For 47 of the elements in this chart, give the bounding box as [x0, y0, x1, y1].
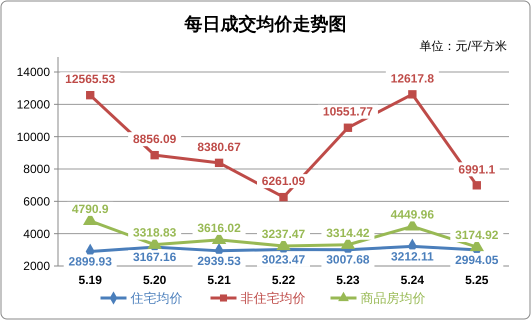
data-label: 8856.09: [132, 132, 177, 146]
x-tick-label: 5.19: [78, 273, 102, 287]
chart-title: 每日成交均价走势图: [184, 14, 346, 34]
x-tick-label: 5.21: [207, 273, 232, 287]
data-label: 3237.47: [262, 226, 306, 241]
point: [344, 124, 352, 132]
chart-subtitle: 单位：元/平方米: [420, 39, 507, 53]
data-label: 4449.96: [390, 207, 434, 222]
point: [279, 192, 288, 202]
x-tick-label: 5.23: [336, 273, 360, 287]
data-label: 2899.93: [68, 254, 112, 268]
y-tick-label: 2000: [23, 259, 50, 274]
point: [408, 90, 417, 99]
legend-label: 商品房均价: [360, 290, 426, 306]
data-label: 2994.05: [455, 252, 499, 267]
data-label: 12565.53: [65, 72, 116, 86]
point: [214, 158, 224, 168]
x-tick-label: 5.20: [142, 273, 167, 287]
y-tick-label: 10000: [16, 130, 50, 144]
data-label: 3023.47: [262, 252, 306, 266]
data-label: 6261.09: [262, 174, 306, 188]
data-label: 3167.16: [132, 250, 177, 264]
data-label: 6991.1: [458, 162, 496, 176]
data-label: 2939.53: [197, 254, 242, 268]
data-label: 3007.68: [326, 252, 370, 267]
point: [472, 181, 481, 190]
data-label: 3314.42: [326, 226, 370, 240]
legend-label: 非住宅均价: [240, 290, 306, 306]
point: [150, 150, 159, 160]
x-tick-label: 5.22: [272, 273, 296, 287]
data-label: 3616.02: [197, 220, 242, 235]
y-tick-label: 8000: [23, 162, 50, 176]
data-label: 3174.92: [455, 228, 499, 242]
data-label: 3212.11: [391, 249, 434, 264]
y-tick-label: 4000: [23, 226, 50, 241]
point: [86, 91, 94, 100]
data-label: 3318.83: [132, 226, 177, 240]
y-tick-label: 6000: [23, 194, 50, 209]
y-tick-label: 14000: [16, 65, 50, 80]
data-label: 10551.77: [322, 104, 374, 119]
x-tick-label: 5.24: [400, 273, 424, 287]
data-label: 4790.9: [72, 202, 109, 216]
y-tick-label: 12000: [16, 98, 50, 112]
data-label: 12617.8: [390, 71, 434, 86]
x-tick-label: 5.25: [465, 273, 489, 287]
legend-label: 住宅均价: [130, 290, 182, 306]
data-label: 8380.67: [197, 140, 242, 154]
